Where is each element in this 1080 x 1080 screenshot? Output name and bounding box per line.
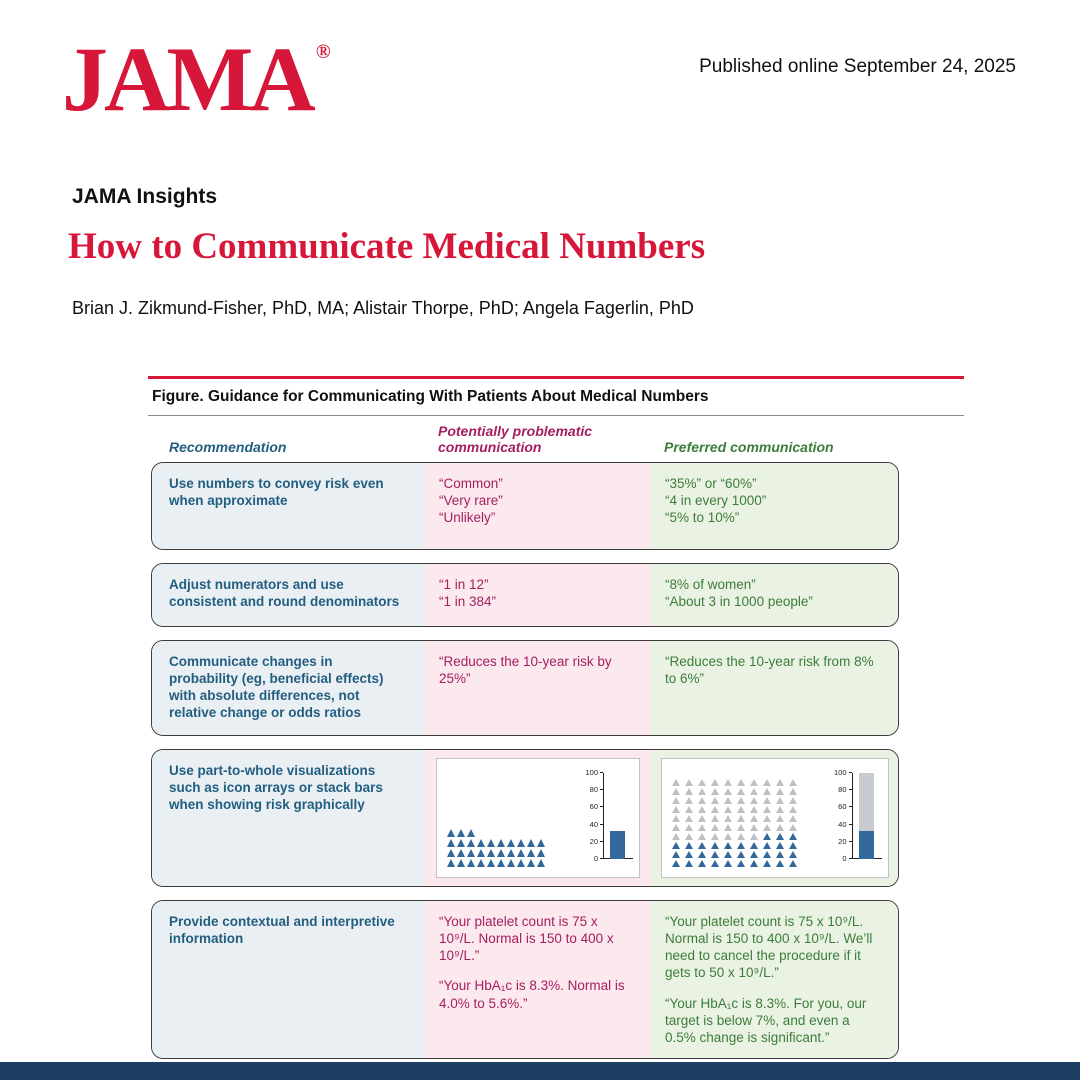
table-row: Communicate changes in probability (eg, … — [151, 640, 899, 736]
icon-array-bar-panel-preferred: 0 20 40 60 80 100 — [660, 758, 889, 878]
stacked-bar-chart-preferred: 0 20 40 60 80 100 — [828, 765, 884, 869]
preferred-cell: “Reduces the 10-year risk from 8% to 6%” — [651, 641, 898, 735]
column-header-problematic: Potentially problematic communication — [438, 422, 593, 455]
page-header: JAMA ® Published online September 24, 202… — [0, 0, 1080, 130]
quote-line: “Unlikely” — [439, 510, 496, 526]
table-row: Use part-to-whole visualizations such as… — [151, 749, 899, 887]
footer-bar — [0, 1062, 1080, 1080]
problematic-cell: “1 in 12” “1 in 384” — [425, 564, 651, 626]
preferred-cell: “35%” or “60%” “4 in every 1000” “5% to … — [651, 463, 898, 549]
section-label: JAMA Insights — [72, 185, 218, 209]
icon-array-bar-panel-problematic: 0 20 40 60 80 100 — [436, 758, 640, 878]
quote-line: “About 3 in 1000 people” — [665, 594, 813, 610]
icon-array-preferred — [668, 777, 828, 869]
column-header-preferred: Preferred communication — [664, 438, 834, 455]
figure: Figure. Guidance for Communicating With … — [148, 376, 964, 1072]
column-headers: Recommendation Potentially problematic c… — [151, 416, 899, 462]
recommendation-cell: Use numbers to convey risk even when app… — [152, 463, 425, 549]
recommendation-cell: Adjust numerators and use consistent and… — [152, 564, 425, 626]
table-row: Use numbers to convey risk even when app… — [151, 462, 899, 550]
quote-line: “1 in 12” — [439, 577, 489, 592]
quote-line: “Very rare” — [439, 493, 503, 509]
problematic-cell: 0 20 40 60 80 100 — [425, 750, 651, 886]
jama-logo: JAMA ® — [62, 28, 331, 130]
quote-paragraph: “Your platelet count is 75 x 10⁹/L. Norm… — [439, 914, 614, 964]
quote-line: “Common” — [439, 476, 503, 491]
problematic-cell: “Reduces the 10-year risk by 25%” — [425, 641, 651, 735]
problematic-cell: “Common” “Very rare” “Unlikely” — [425, 463, 651, 549]
preferred-cell: 0 20 40 60 80 100 — [651, 750, 898, 886]
bar-chart-problematic: 0 20 40 60 80 100 — [579, 765, 635, 869]
quote-paragraph: “Your platelet count is 75 x 10⁹/L. Norm… — [665, 914, 873, 981]
column-header-recommendation: Recommendation — [169, 438, 287, 455]
figure-rows: Use numbers to convey risk even when app… — [151, 462, 899, 1059]
quote-paragraph: “Your HbA₁c is 8.3%. For you, our target… — [665, 995, 867, 1045]
icon-array-problematic — [443, 827, 579, 869]
article-title: How to Communicate Medical Numbers — [68, 226, 706, 268]
authors-byline: Brian J. Zikmund-Fisher, PhD, MA; Alista… — [72, 298, 694, 319]
quote-line: “Reduces the 10-year risk by 25%” — [439, 654, 612, 687]
figure-title: Figure. Guidance for Communicating With … — [152, 388, 709, 405]
table-row: Provide contextual and interpretive info… — [151, 900, 899, 1059]
figure-top-rule — [148, 376, 964, 379]
preferred-cell: “Your platelet count is 75 x 10⁹/L. Norm… — [651, 901, 898, 1058]
recommendation-cell: Provide contextual and interpretive info… — [152, 901, 425, 1058]
quote-line: “5% to 10%” — [665, 510, 740, 526]
quote-line: “1 in 384” — [439, 594, 497, 610]
table-row: Adjust numerators and use consistent and… — [151, 563, 899, 627]
quote-line: “35%” or “60%” — [665, 476, 757, 491]
registered-mark: ® — [315, 41, 331, 63]
quote-line: “Reduces the 10-year risk from 8% to 6%” — [665, 654, 874, 687]
quote-line: “4 in every 1000” — [665, 493, 767, 509]
published-date: Published online September 24, 2025 — [699, 56, 1016, 77]
recommendation-cell: Use part-to-whole visualizations such as… — [152, 750, 425, 886]
figure-divider — [148, 415, 964, 416]
recommendation-cell: Communicate changes in probability (eg, … — [152, 641, 425, 735]
quote-paragraph: “Your HbA₁c is 8.3%. Normal is 4.0% to 5… — [439, 978, 625, 1011]
problematic-cell: “Your platelet count is 75 x 10⁹/L. Norm… — [425, 901, 651, 1058]
preferred-cell: “8% of women” “About 3 in 1000 people” — [651, 564, 898, 626]
quote-line: “8% of women” — [665, 577, 756, 592]
